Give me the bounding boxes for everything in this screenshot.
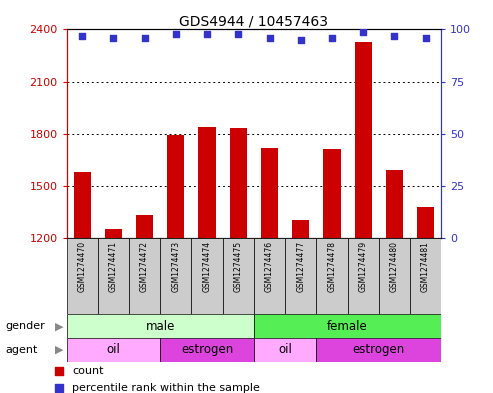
Bar (160, 238, 191, 314)
Point (172, 31, 180, 37)
Bar (417, 206, 434, 238)
Bar (317, 238, 348, 314)
Text: agent: agent (5, 345, 37, 355)
Point (234, 31, 242, 37)
Text: oil: oil (106, 343, 120, 356)
Bar (323, 149, 341, 238)
Point (328, 35, 336, 41)
Text: estrogen: estrogen (352, 343, 405, 356)
Bar (129, 238, 160, 314)
Bar (136, 215, 153, 238)
Bar (285, 238, 317, 314)
Text: GSM1274477: GSM1274477 (296, 241, 305, 292)
Point (55, 384, 63, 391)
Point (203, 31, 211, 37)
Text: GSM1274470: GSM1274470 (78, 241, 87, 292)
Bar (354, 42, 372, 238)
Title: GDS4944 / 10457463: GDS4944 / 10457463 (179, 14, 328, 28)
Point (297, 37, 305, 43)
Text: GSM1274474: GSM1274474 (203, 241, 211, 292)
Bar (317, 338, 441, 362)
Point (390, 33, 398, 39)
Text: GSM1274475: GSM1274475 (234, 241, 243, 292)
Text: GSM1274479: GSM1274479 (359, 241, 368, 292)
Text: ▶: ▶ (55, 321, 64, 331)
Bar (292, 220, 309, 238)
Bar (67, 338, 160, 362)
Bar (386, 170, 403, 238)
Bar (261, 147, 278, 238)
Text: GSM1274478: GSM1274478 (327, 241, 336, 292)
Bar (167, 135, 184, 238)
Bar (67, 238, 98, 314)
Point (359, 28, 367, 35)
Text: gender: gender (5, 321, 45, 331)
Point (109, 35, 117, 41)
Bar (223, 238, 254, 314)
Text: GSM1274473: GSM1274473 (172, 241, 180, 292)
Bar (105, 229, 122, 238)
Bar (199, 127, 215, 238)
Text: estrogen: estrogen (181, 343, 233, 356)
Text: GSM1274480: GSM1274480 (390, 241, 399, 292)
Bar (67, 314, 254, 338)
Text: percentile rank within the sample: percentile rank within the sample (72, 383, 260, 393)
Bar (410, 238, 441, 314)
Bar (348, 238, 379, 314)
Bar (254, 238, 285, 314)
Text: GSM1274472: GSM1274472 (140, 241, 149, 292)
Bar (160, 338, 254, 362)
Text: count: count (72, 366, 104, 376)
Text: GSM1274481: GSM1274481 (421, 241, 430, 292)
Point (266, 35, 274, 41)
Bar (191, 238, 223, 314)
Point (78, 33, 86, 39)
Text: GSM1274476: GSM1274476 (265, 241, 274, 292)
Bar (254, 338, 317, 362)
Bar (98, 238, 129, 314)
Text: female: female (327, 320, 368, 333)
Text: GSM1274471: GSM1274471 (109, 241, 118, 292)
Bar (254, 314, 441, 338)
Point (141, 35, 148, 41)
Point (422, 35, 429, 41)
Bar (379, 238, 410, 314)
Point (55, 368, 63, 374)
Bar (230, 129, 247, 238)
Text: oil: oil (278, 343, 292, 356)
Text: male: male (145, 320, 175, 333)
Bar (73, 172, 91, 238)
Text: ▶: ▶ (55, 345, 64, 355)
